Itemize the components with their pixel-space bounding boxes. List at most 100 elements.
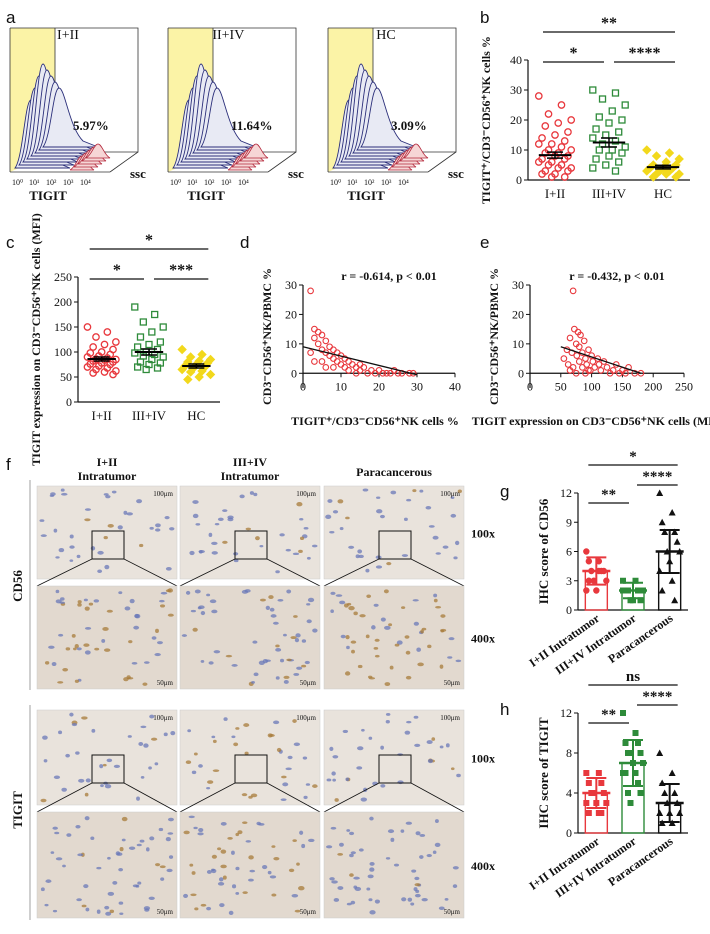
cell-nucleus: [107, 523, 114, 528]
flow-tick-label: 10²: [46, 178, 57, 187]
cell-nucleus: [39, 519, 45, 522]
flow-group-label: I+II: [57, 28, 79, 43]
significance-label: **: [601, 707, 616, 723]
data-point: [622, 740, 629, 746]
cell-nucleus: [428, 525, 435, 528]
data-point: [311, 325, 318, 333]
cell-nucleus: [159, 865, 166, 869]
data-point: [632, 770, 639, 776]
cell-nucleus: [109, 909, 115, 914]
data-point: [554, 119, 563, 127]
cell-nucleus: [353, 876, 360, 880]
cell-nucleus: [339, 526, 344, 531]
data-point: [551, 131, 559, 139]
cell-nucleus: [200, 611, 206, 616]
cell-nucleus: [77, 600, 82, 604]
cell-nucleus: [311, 544, 318, 548]
y-tick-label: 0: [516, 173, 522, 187]
regression-line: [560, 346, 642, 374]
cell-nucleus: [332, 755, 339, 759]
zoom-line: [410, 782, 465, 813]
cell-nucleus: [426, 740, 433, 745]
data-point: [637, 790, 644, 796]
cell-nucleus: [233, 742, 239, 747]
cell-nucleus: [126, 512, 133, 516]
cell-nucleus: [134, 613, 140, 619]
cell-nucleus: [198, 550, 205, 554]
cell-nucleus: [350, 640, 357, 644]
cell-nucleus: [351, 649, 355, 654]
cell-nucleus: [390, 490, 397, 495]
cell-nucleus: [306, 603, 311, 606]
data-point: [557, 101, 566, 109]
data-point: [352, 364, 360, 371]
data-point: [557, 143, 566, 151]
y-tick-label: 0: [566, 826, 572, 840]
data-point: [585, 810, 592, 816]
cell-nucleus: [350, 900, 356, 905]
cell-nucleus: [76, 647, 82, 651]
data-point: [597, 366, 605, 374]
data-point: [603, 364, 611, 371]
cell-nucleus: [119, 847, 124, 852]
cell-nucleus: [96, 866, 102, 870]
cell-nucleus: [96, 909, 101, 914]
cell-nucleus: [301, 639, 307, 643]
data-point: [625, 364, 632, 371]
cell-nucleus: [332, 778, 336, 782]
cell-nucleus: [55, 589, 60, 594]
cell-nucleus: [85, 907, 90, 912]
data-point: [603, 800, 610, 806]
y-tick-label: 200: [54, 295, 72, 309]
cell-nucleus: [371, 625, 376, 630]
cell-nucleus: [452, 866, 459, 870]
cell-nucleus: [275, 676, 280, 680]
data-point: [330, 364, 337, 371]
data-point: [671, 789, 679, 796]
y-tick-label: 12: [560, 706, 572, 720]
depth-axis: [427, 151, 457, 173]
y-tick-label: 10: [512, 337, 524, 351]
x-tick-label: III+IV: [592, 186, 627, 201]
flow-tick-label: 10³: [381, 178, 392, 187]
cell-nucleus: [69, 534, 74, 539]
cell-nucleus: [220, 822, 227, 826]
cell-nucleus: [248, 855, 254, 860]
data-point: [583, 800, 590, 806]
cell-nucleus: [380, 745, 384, 750]
cell-nucleus: [209, 599, 217, 604]
cell-nucleus: [405, 821, 413, 825]
cell-nucleus: [84, 606, 90, 611]
cell-nucleus: [76, 898, 82, 902]
cell-nucleus: [368, 736, 373, 740]
cell-nucleus: [301, 664, 307, 668]
data-point: [598, 780, 605, 786]
cell-nucleus: [245, 527, 252, 531]
cell-nucleus: [412, 489, 417, 493]
cell-nucleus: [435, 552, 441, 555]
cell-nucleus: [214, 522, 220, 526]
cell-nucleus: [293, 615, 298, 618]
y-axis-title: TIGIT⁺/CD3⁻CD56⁺NK cells %: [479, 36, 493, 204]
cell-nucleus: [250, 793, 258, 798]
correlation-annotation: r = -0.614, p < 0.01: [341, 269, 436, 283]
cell-nucleus: [248, 795, 253, 799]
cell-nucleus: [137, 881, 142, 885]
micrograph: 100μm: [179, 709, 321, 813]
data-point: [631, 369, 639, 377]
data-point: [583, 587, 590, 594]
flow-cytometry-panels: I+II 5.97% 10⁰ 10¹ 10² 10³ 10⁴ TIGIT ssc III+IV 11…: [9, 27, 464, 203]
data-point: [668, 769, 676, 776]
cell-nucleus: [85, 778, 91, 783]
cell-nucleus: [167, 613, 174, 617]
cell-nucleus: [269, 607, 275, 612]
cell-nucleus: [117, 525, 123, 530]
cell-nucleus: [291, 894, 299, 898]
cell-nucleus: [128, 640, 133, 644]
cell-nucleus: [90, 546, 96, 551]
cell-nucleus: [410, 902, 415, 906]
cell-nucleus: [143, 743, 149, 748]
column-header: III+IV: [233, 455, 268, 469]
micrograph: 50μm: [179, 585, 321, 690]
